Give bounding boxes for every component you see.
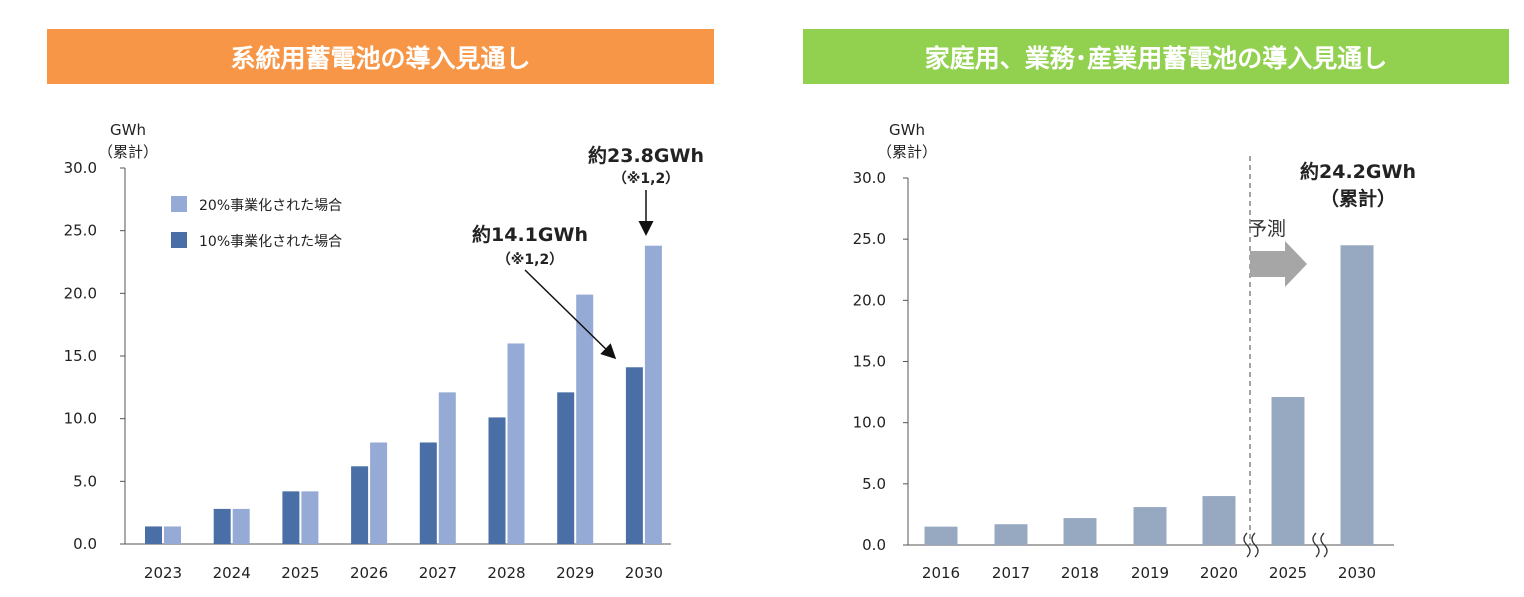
annotation-14-1gwh: 約14.1GWh bbox=[472, 223, 588, 246]
legend-label-20pct: 20%事業化された場合 bbox=[199, 198, 342, 214]
legend-swatch-10pct bbox=[171, 232, 187, 248]
right-y-tick-label: 15.0 bbox=[853, 353, 886, 371]
left-y-tick-label: 20.0 bbox=[64, 284, 97, 302]
left-bar-20pct-2029 bbox=[576, 294, 594, 544]
left-x-tick-label: 2024 bbox=[213, 564, 251, 582]
left-bar-10pct-2027 bbox=[419, 442, 437, 544]
left-x-tick-label: 2029 bbox=[556, 564, 594, 582]
right-bar-2025 bbox=[1271, 396, 1305, 545]
right-x-tick-label: 2030 bbox=[1338, 564, 1376, 582]
left-unit-sublabel: （累計） bbox=[98, 143, 158, 161]
axis-break-mark bbox=[1312, 532, 1328, 558]
left-x-tick-label: 2030 bbox=[625, 564, 663, 582]
left-bar-10pct-2029 bbox=[557, 392, 575, 544]
axis-break-mark bbox=[1243, 532, 1259, 558]
annotation-23-8gwh: 約23.8GWh bbox=[588, 144, 704, 167]
left-bar-20pct-2028 bbox=[507, 343, 525, 544]
right-y-tick-label: 10.0 bbox=[853, 414, 886, 432]
left-x-tick-label: 2023 bbox=[144, 564, 182, 582]
right-y-tick-label: 5.0 bbox=[862, 475, 886, 493]
right-unit-sublabel: （累計） bbox=[877, 143, 937, 161]
left-chart-banner: 系統用蓄電池の導入見通し bbox=[47, 29, 714, 84]
right-bar-2016 bbox=[924, 526, 958, 545]
annotation-14-1gwh-note: （※1,2） bbox=[497, 252, 563, 268]
right-x-tick-label: 2018 bbox=[1061, 564, 1099, 582]
left-bar-20pct-2023 bbox=[164, 526, 181, 544]
right-bar-2030 bbox=[1340, 245, 1374, 546]
left-y-tick-label: 25.0 bbox=[64, 222, 97, 240]
right-x-tick-label: 2016 bbox=[922, 564, 960, 582]
left-y-tick-label: 5.0 bbox=[73, 472, 97, 490]
right-bar-2018 bbox=[1063, 518, 1097, 545]
left-y-tick-label: 15.0 bbox=[64, 347, 97, 365]
annotation-24-2gwh: 約24.2GWh bbox=[1300, 160, 1416, 183]
forecast-label: 予測 bbox=[1248, 218, 1286, 240]
left-x-tick-label: 2026 bbox=[350, 564, 388, 582]
right-x-tick-label: 2019 bbox=[1131, 564, 1169, 582]
right-x-tick-label: 2020 bbox=[1200, 564, 1238, 582]
annotation-24-2gwh-note: （累計） bbox=[1320, 187, 1396, 210]
left-x-tick-label: 2025 bbox=[281, 564, 319, 582]
left-unit-label: GWh bbox=[110, 121, 146, 139]
arrow-to-14-1gwh bbox=[524, 269, 617, 360]
left-bar-10pct-2026 bbox=[351, 466, 369, 544]
left-bar-10pct-2024 bbox=[213, 508, 231, 544]
left-bar-20pct-2027 bbox=[438, 392, 456, 544]
forecast-arrow bbox=[1250, 241, 1307, 287]
left-bar-20pct-2024 bbox=[232, 508, 250, 544]
left-bar-10pct-2030 bbox=[625, 367, 643, 544]
left-y-tick-label: 30.0 bbox=[64, 159, 97, 177]
left-bar-20pct-2026 bbox=[370, 442, 388, 544]
right-y-tick-label: 25.0 bbox=[853, 230, 886, 248]
right-chart-banner: 家庭用、業務･産業用蓄電池の導入見通し bbox=[803, 29, 1509, 84]
right-x-tick-label: 2025 bbox=[1269, 564, 1307, 582]
legend-swatch-20pct bbox=[171, 196, 187, 212]
right-bar-2017 bbox=[994, 524, 1028, 545]
right-y-tick-label: 0.0 bbox=[862, 536, 886, 554]
left-bar-10pct-2025 bbox=[282, 491, 300, 544]
left-x-tick-label: 2028 bbox=[487, 564, 525, 582]
right-bar-2019 bbox=[1133, 507, 1167, 545]
left-bar-20pct-2025 bbox=[301, 491, 319, 544]
legend-label-10pct: 10%事業化された場合 bbox=[199, 234, 342, 250]
left-bar-20pct-2030 bbox=[644, 245, 662, 544]
left-y-tick-label: 10.0 bbox=[64, 410, 97, 428]
left-bar-10pct-2023 bbox=[145, 526, 162, 544]
right-x-tick-label: 2017 bbox=[992, 564, 1030, 582]
left-x-tick-label: 2027 bbox=[419, 564, 457, 582]
left-bar-10pct-2028 bbox=[488, 417, 506, 544]
right-bar-2020 bbox=[1202, 496, 1236, 545]
left-y-tick-label: 0.0 bbox=[73, 535, 97, 553]
right-y-tick-label: 30.0 bbox=[853, 169, 886, 187]
right-unit-label: GWh bbox=[889, 121, 925, 139]
annotation-23-8gwh-note: （※1,2） bbox=[613, 171, 679, 187]
right-y-tick-label: 20.0 bbox=[853, 291, 886, 309]
